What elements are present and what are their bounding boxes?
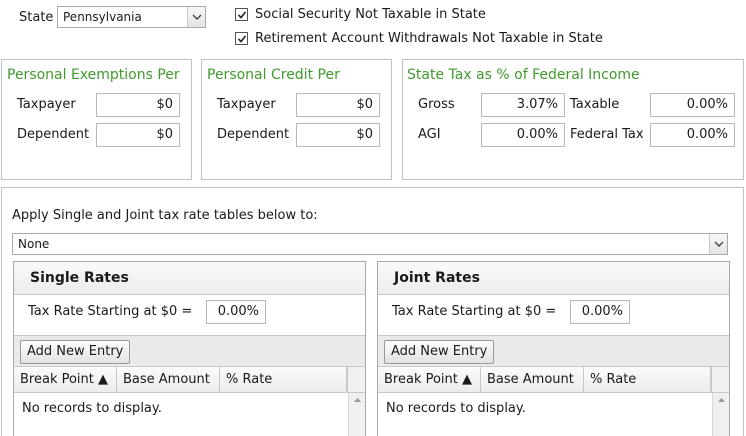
exemptions-dependent-label: Dependent [17, 127, 90, 142]
joint-empty-text: No records to display. [386, 401, 526, 416]
exemptions-dependent-input[interactable]: $0 [96, 123, 180, 147]
joint-column-headers: Break Point ▲ Base Amount % Rate [378, 367, 729, 393]
single-rate-row: Tax Rate Starting at $0 = 0.00% [14, 295, 365, 335]
single-col-break-point[interactable]: Break Point ▲ [14, 367, 117, 392]
single-add-entry-button[interactable]: Add New Entry [20, 340, 131, 364]
single-scrollbar-header [347, 367, 365, 392]
taxable-input[interactable]: 0.00% [650, 93, 735, 117]
exemptions-panel [1, 59, 192, 180]
single-scrollbar[interactable] [348, 393, 365, 436]
single-rates-grid: Single Rates Tax Rate Starting at $0 = 0… [13, 261, 366, 436]
social-security-label: Social Security Not Taxable in State [255, 7, 486, 22]
joint-rates-title: Joint Rates [378, 262, 729, 295]
retirement-checkbox[interactable] [235, 32, 248, 45]
single-empty-text: No records to display. [22, 401, 162, 416]
state-tax-panel [402, 59, 744, 180]
joint-scrollbar[interactable] [712, 393, 729, 436]
credit-title: Personal Credit Per [207, 67, 340, 83]
joint-add-entry-button[interactable]: Add New Entry [384, 340, 495, 364]
agi-input[interactable]: 0.00% [481, 123, 565, 147]
joint-rate-input[interactable]: 0.00% [570, 300, 630, 324]
gross-label: Gross [418, 97, 455, 112]
apply-label: Apply Single and Joint tax rate tables b… [12, 208, 318, 223]
single-rate-label: Tax Rate Starting at $0 = [28, 304, 193, 319]
checkmark-icon [237, 10, 246, 19]
federal-tax-input[interactable]: 0.00% [650, 123, 735, 147]
apply-select[interactable]: None [12, 233, 728, 255]
apply-select-value: None [18, 237, 50, 251]
state-select-value: Pennsylvania [63, 10, 142, 24]
credit-dependent-input[interactable]: $0 [296, 123, 380, 147]
rates-section [1, 187, 744, 436]
chevron-down-icon[interactable] [709, 234, 727, 254]
single-col-base-amount[interactable]: Base Amount [117, 367, 220, 392]
retirement-label: Retirement Account Withdrawals Not Taxab… [255, 31, 603, 46]
single-rates-title: Single Rates [14, 262, 365, 295]
credit-dependent-label: Dependent [217, 127, 290, 142]
credit-panel [201, 59, 392, 180]
social-security-checkbox[interactable] [235, 8, 248, 21]
checkmark-icon [237, 34, 246, 43]
scroll-up-icon [718, 398, 725, 402]
joint-col-rate[interactable]: % Rate [584, 367, 711, 392]
credit-taxpayer-label: Taxpayer [217, 97, 276, 112]
single-col-rate[interactable]: % Rate [220, 367, 347, 392]
joint-rows: No records to display. [378, 393, 729, 436]
state-tax-title: State Tax as % of Federal Income [407, 67, 640, 83]
exemptions-title: Personal Exemptions Per [7, 67, 180, 83]
single-column-headers: Break Point ▲ Base Amount % Rate [14, 367, 365, 393]
chevron-down-icon[interactable] [187, 7, 205, 27]
joint-col-base-amount[interactable]: Base Amount [481, 367, 584, 392]
exemptions-taxpayer-label: Taxpayer [17, 97, 76, 112]
exemptions-taxpayer-input[interactable]: $0 [96, 93, 180, 117]
joint-rate-row: Tax Rate Starting at $0 = 0.00% [378, 295, 729, 335]
joint-col-break-point[interactable]: Break Point ▲ [378, 367, 481, 392]
state-label: State [19, 10, 54, 25]
taxable-label: Taxable [570, 97, 620, 112]
joint-rate-label: Tax Rate Starting at $0 = [392, 304, 557, 319]
gross-input[interactable]: 3.07% [481, 93, 565, 117]
joint-toolbar: Add New Entry [378, 335, 729, 367]
joint-rates-grid: Joint Rates Tax Rate Starting at $0 = 0.… [377, 261, 730, 436]
federal-tax-label: Federal Tax [570, 127, 644, 142]
single-toolbar: Add New Entry [14, 335, 365, 367]
state-select[interactable]: Pennsylvania [57, 6, 206, 28]
joint-scrollbar-header [711, 367, 729, 392]
credit-taxpayer-input[interactable]: $0 [296, 93, 380, 117]
agi-label: AGI [418, 127, 441, 142]
scroll-up-icon [354, 398, 361, 402]
single-rows: No records to display. [14, 393, 365, 436]
single-rate-input[interactable]: 0.00% [206, 300, 266, 324]
